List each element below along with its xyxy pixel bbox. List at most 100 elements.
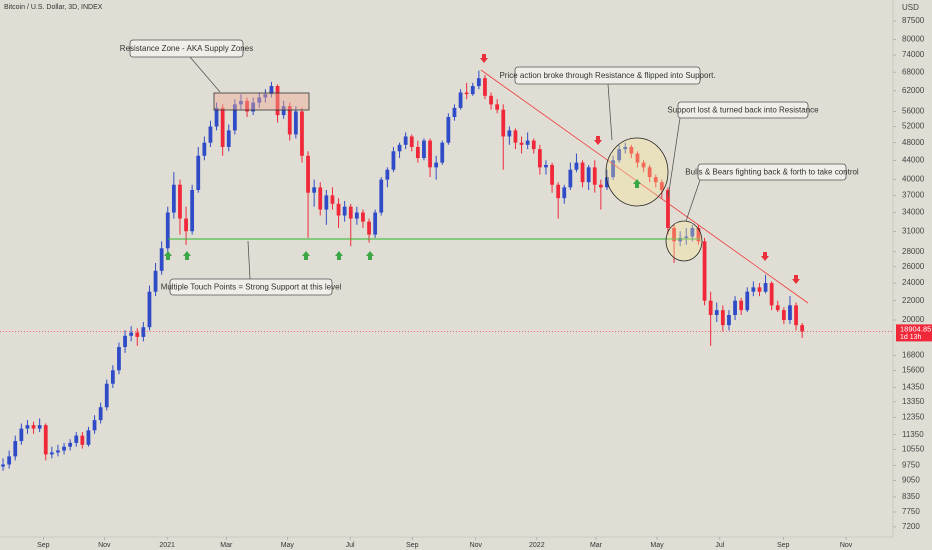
candle-body (220, 107, 225, 147)
up-arrows (164, 179, 641, 260)
arrow (366, 251, 374, 260)
candle-body (74, 435, 79, 443)
candle-body (190, 190, 195, 232)
candle-body (281, 106, 286, 116)
candle-body (519, 142, 524, 145)
candle-body (318, 187, 323, 210)
candle-body (367, 221, 371, 235)
arrow (480, 54, 488, 63)
x-tick-label: Nov (470, 542, 483, 549)
candle-body (788, 305, 792, 320)
candle-body (239, 100, 243, 105)
candle-body (733, 300, 737, 315)
candle-body (580, 162, 585, 183)
candle-body (544, 164, 548, 168)
candle-body (781, 310, 786, 320)
arrow (164, 251, 172, 260)
down-arrows (480, 54, 800, 284)
candle-body (196, 155, 201, 191)
candle-body (440, 142, 445, 163)
candle-body (13, 441, 18, 457)
y-tick-label: 44000 (902, 155, 925, 164)
candle-body (56, 450, 60, 453)
y-tick-label: 26000 (902, 262, 925, 271)
callout-text: Resistance Zone - AKA Supply Zones (120, 44, 253, 53)
candle-body (659, 182, 664, 191)
candle-body (428, 140, 432, 168)
y-tick-label: 62000 (902, 86, 925, 95)
y-tick-label: 40000 (902, 175, 925, 184)
candle-body (336, 203, 341, 216)
candle-body (92, 420, 97, 431)
candle-body (763, 283, 768, 292)
candle-body (141, 327, 146, 337)
candle-body (19, 428, 24, 442)
candle-body (550, 164, 554, 185)
x-tick-label: Jul (715, 542, 724, 549)
candle-body (257, 97, 262, 103)
candle-body (403, 136, 408, 145)
chart-title: Bitcoin / U.S. Dollar, 3D, INDEX (4, 4, 103, 11)
candle-body (501, 109, 506, 137)
candle-body (275, 86, 280, 116)
candle-body (293, 111, 298, 135)
candle-body (348, 206, 353, 219)
candle-body (672, 227, 676, 242)
candle-body (757, 287, 762, 292)
candle-body (629, 146, 634, 154)
y-tick-label: 34000 (902, 208, 925, 217)
candle-body (159, 248, 164, 271)
x-tick-label: Sep (406, 542, 419, 549)
candle-body (245, 100, 249, 112)
currency: USD (902, 3, 919, 12)
y-tick-label: 11350 (902, 430, 924, 439)
candle-body (165, 212, 170, 249)
arrow (792, 275, 800, 284)
candle-body (617, 149, 622, 161)
candle-body (775, 305, 780, 311)
candle-body (464, 92, 469, 95)
candle-body (525, 140, 530, 145)
y-tick-label: 31000 (902, 226, 925, 235)
candle-body (690, 227, 695, 237)
callout: Bulls & Bears fighting back & forth to t… (685, 163, 859, 222)
candle-body (117, 347, 121, 371)
candle-body (422, 140, 426, 159)
candle-body (80, 435, 85, 445)
candle-body (574, 162, 579, 170)
candle-body (452, 107, 457, 117)
candle-body (86, 430, 91, 445)
callout-box (677, 101, 809, 119)
countdown-label: 1d 13h (900, 334, 922, 341)
candle-body (385, 169, 390, 180)
candle-body (483, 78, 487, 96)
callout-pointer (607, 83, 613, 141)
candle-body (489, 95, 493, 105)
resistance-zone (213, 92, 310, 111)
candle-body (635, 153, 640, 163)
candle-body (153, 270, 158, 292)
x-tick-label: Nov (840, 542, 853, 549)
y-tick-label: 9050 (902, 476, 920, 485)
y-tick-label: 7200 (902, 522, 920, 531)
y-tick-label: 13350 (902, 397, 925, 406)
y-tick-label: 9750 (902, 461, 920, 470)
callout: Support lost & turned back into Resistan… (667, 101, 819, 199)
candle-body (1, 464, 5, 467)
candle-body (739, 300, 744, 311)
candle-body (678, 237, 683, 242)
last-price-label: 18904.85 (900, 324, 931, 333)
candle-body (727, 314, 731, 326)
y-tick-label: 52000 (902, 122, 925, 131)
candle-body (135, 332, 140, 337)
candle-body (324, 195, 329, 210)
candle-body (556, 184, 561, 199)
candle-body (62, 446, 66, 451)
x-tick-label: May (281, 542, 295, 549)
candle-body (98, 407, 103, 421)
y-tick-label: 68000 (902, 67, 925, 76)
x-tick-label: Sep (777, 542, 790, 549)
callout-box (129, 39, 244, 58)
callout: Multiple Touch Points = Strong Support a… (161, 240, 342, 296)
candle-body (751, 287, 756, 292)
